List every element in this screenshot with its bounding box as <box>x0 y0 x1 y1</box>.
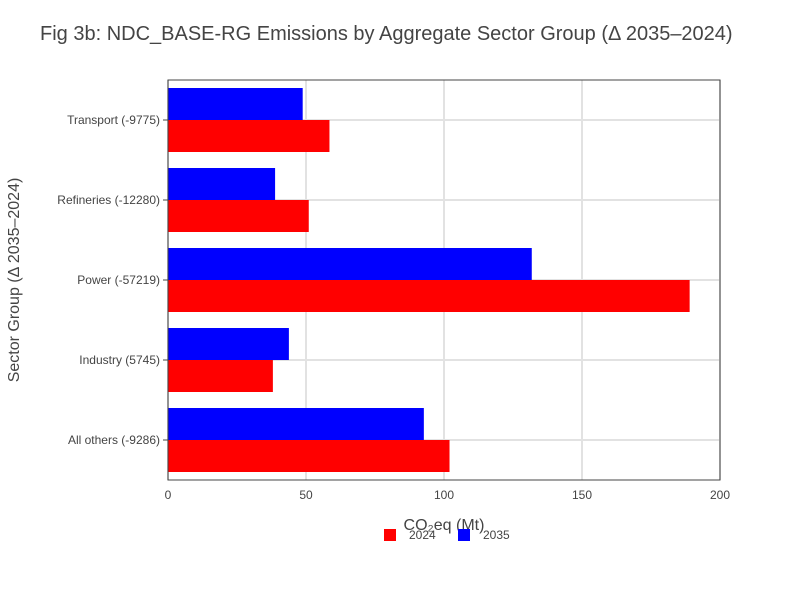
legend-swatch <box>458 529 470 541</box>
legend-item-2035[interactable]: 2035 <box>458 528 510 542</box>
bar-2024-4[interactable] <box>168 120 330 152</box>
x-tick-label: 50 <box>299 488 313 502</box>
x-tick-label: 100 <box>434 488 454 502</box>
y-tick-label: Transport (-9775) <box>67 113 160 127</box>
y-tick-label: Refineries (-12280) <box>57 193 160 207</box>
legend-swatch <box>384 529 396 541</box>
y-tick-label: All others (-9286) <box>68 433 160 447</box>
x-tick-label: 150 <box>572 488 592 502</box>
bar-2035-0[interactable] <box>168 408 424 440</box>
y-tick-label: Power (-57219) <box>77 273 160 287</box>
bar-2035-1[interactable] <box>168 328 289 360</box>
bar-2035-3[interactable] <box>168 168 276 200</box>
bar-2024-3[interactable] <box>168 200 309 232</box>
y-axis-title: Sector Group (Δ 2035–2024) <box>6 178 23 383</box>
y-axis-ticks: All others (-9286) Industry (5745) Power (… <box>57 113 168 447</box>
legend[interactable]: 2024 2035 <box>384 528 510 542</box>
bar-2035-2[interactable] <box>168 248 532 280</box>
x-tick-label: 200 <box>710 488 730 502</box>
bar-2024-2[interactable] <box>168 280 690 312</box>
bars <box>168 88 690 472</box>
bar-2035-4[interactable] <box>168 88 303 120</box>
bar-2024-0[interactable] <box>168 440 450 472</box>
x-tick-label: 0 <box>165 488 172 502</box>
legend-label: 2035 <box>483 528 510 542</box>
y-tick-label: Industry (5745) <box>79 353 160 367</box>
legend-label: 2024 <box>409 528 436 542</box>
chart-title: Fig 3b: NDC_BASE-RG Emissions by Aggrega… <box>40 23 733 45</box>
bar-2024-1[interactable] <box>168 360 273 392</box>
legend-item-2024[interactable]: 2024 <box>384 528 436 542</box>
x-axis-ticks: 0 50 100 150 200 <box>165 488 731 502</box>
